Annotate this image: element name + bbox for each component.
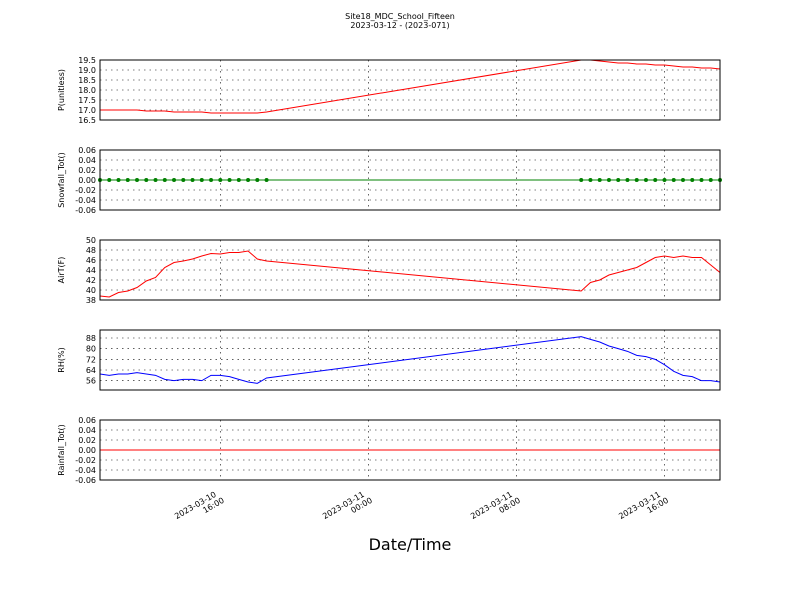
y-tick-label: 46 — [86, 256, 96, 265]
data-point — [671, 178, 676, 182]
data-line — [100, 59, 721, 114]
data-point — [218, 178, 223, 182]
data-point — [680, 178, 685, 182]
x-axis-label: Date/Time — [369, 535, 452, 554]
data-point — [246, 178, 251, 182]
data-point — [236, 178, 241, 182]
y-tick-label: 0.04 — [78, 426, 96, 435]
data-point — [107, 178, 112, 182]
y-tick-label: 0.02 — [78, 436, 96, 445]
data-point — [199, 178, 204, 182]
y-axis-label: RH(%) — [57, 347, 66, 372]
data-point — [708, 178, 713, 182]
x-tick-label: 2023-03-1108:00 — [469, 488, 522, 529]
data-point — [255, 178, 260, 182]
y-tick-label: 50 — [86, 236, 96, 245]
y-tick-label: -0.06 — [75, 206, 96, 215]
y-tick-label: 38 — [86, 296, 96, 305]
y-tick-label: 17.0 — [78, 106, 96, 115]
y-tick-label: 80 — [86, 345, 96, 354]
data-point — [579, 178, 584, 182]
y-tick-label: 19.0 — [78, 66, 96, 75]
y-tick-label: 64 — [86, 366, 96, 375]
y-tick-label: 16.5 — [78, 116, 96, 125]
plot-frame — [99, 329, 721, 391]
y-tick-label: 0.06 — [78, 146, 96, 155]
data-point — [190, 178, 195, 182]
y-axis-label: Rainfall_Tot() — [57, 424, 66, 476]
y-tick-label: -0.02 — [75, 456, 96, 465]
y-tick-label: 42 — [86, 276, 96, 285]
plot-frame — [99, 59, 721, 121]
y-tick-label: 0.04 — [78, 156, 96, 165]
data-point — [588, 178, 593, 182]
y-tick-label: 18.0 — [78, 86, 96, 95]
data-point — [616, 178, 621, 182]
y-tick-label: 0.00 — [78, 446, 96, 455]
y-axis-label: P(unitless) — [57, 69, 66, 111]
data-point — [181, 178, 186, 182]
data-point — [125, 178, 130, 182]
y-axis-label: Snowfall_Tot() — [57, 152, 66, 208]
y-tick-label: 0.06 — [78, 416, 96, 425]
y-tick-label: 0.00 — [78, 176, 96, 185]
data-point — [116, 178, 121, 182]
data-point — [662, 178, 667, 182]
plot-frame — [99, 419, 721, 481]
data-point — [264, 178, 269, 182]
x-tick-label: 2023-03-1100:00 — [321, 488, 374, 529]
y-tick-label: -0.04 — [75, 196, 96, 205]
y-tick-label: -0.02 — [75, 186, 96, 195]
data-point — [162, 178, 167, 182]
data-point — [634, 178, 639, 182]
y-tick-label: 88 — [86, 334, 96, 343]
data-point — [144, 178, 149, 182]
data-point — [699, 178, 704, 182]
y-tick-label: -0.06 — [75, 476, 96, 485]
y-tick-label: 72 — [86, 355, 96, 364]
y-tick-label: 44 — [86, 266, 96, 275]
data-point — [606, 178, 611, 182]
x-tick-label: 2023-03-1016:00 — [173, 488, 226, 529]
y-tick-label: 19.5 — [78, 56, 96, 65]
y-tick-label: 18.5 — [78, 76, 96, 85]
y-tick-label: 17.5 — [78, 96, 96, 105]
data-point — [172, 178, 177, 182]
chart-subtitle: 2023-03-12 - (2023-071) — [350, 21, 449, 30]
data-point — [135, 178, 140, 182]
plot-frame — [99, 149, 721, 211]
data-point — [690, 178, 695, 182]
y-tick-label: 0.02 — [78, 166, 96, 175]
y-tick-label: 40 — [86, 286, 96, 295]
y-tick-label: -0.04 — [75, 466, 96, 475]
data-point — [625, 178, 630, 182]
data-point — [153, 178, 158, 182]
data-point — [643, 178, 648, 182]
y-tick-label: 56 — [86, 377, 96, 386]
y-axis-label: AirT(F) — [57, 257, 66, 284]
y-tick-label: 48 — [86, 246, 96, 255]
data-point — [227, 178, 232, 182]
chart-title: Site18_MDC_School_Fifteen — [345, 12, 455, 21]
x-tick-label: 2023-03-1116:00 — [617, 488, 670, 529]
data-point — [209, 178, 214, 182]
plot-frame — [99, 239, 721, 301]
data-line — [99, 336, 721, 384]
data-point — [597, 178, 602, 182]
data-line — [99, 250, 721, 298]
data-point — [653, 178, 658, 182]
